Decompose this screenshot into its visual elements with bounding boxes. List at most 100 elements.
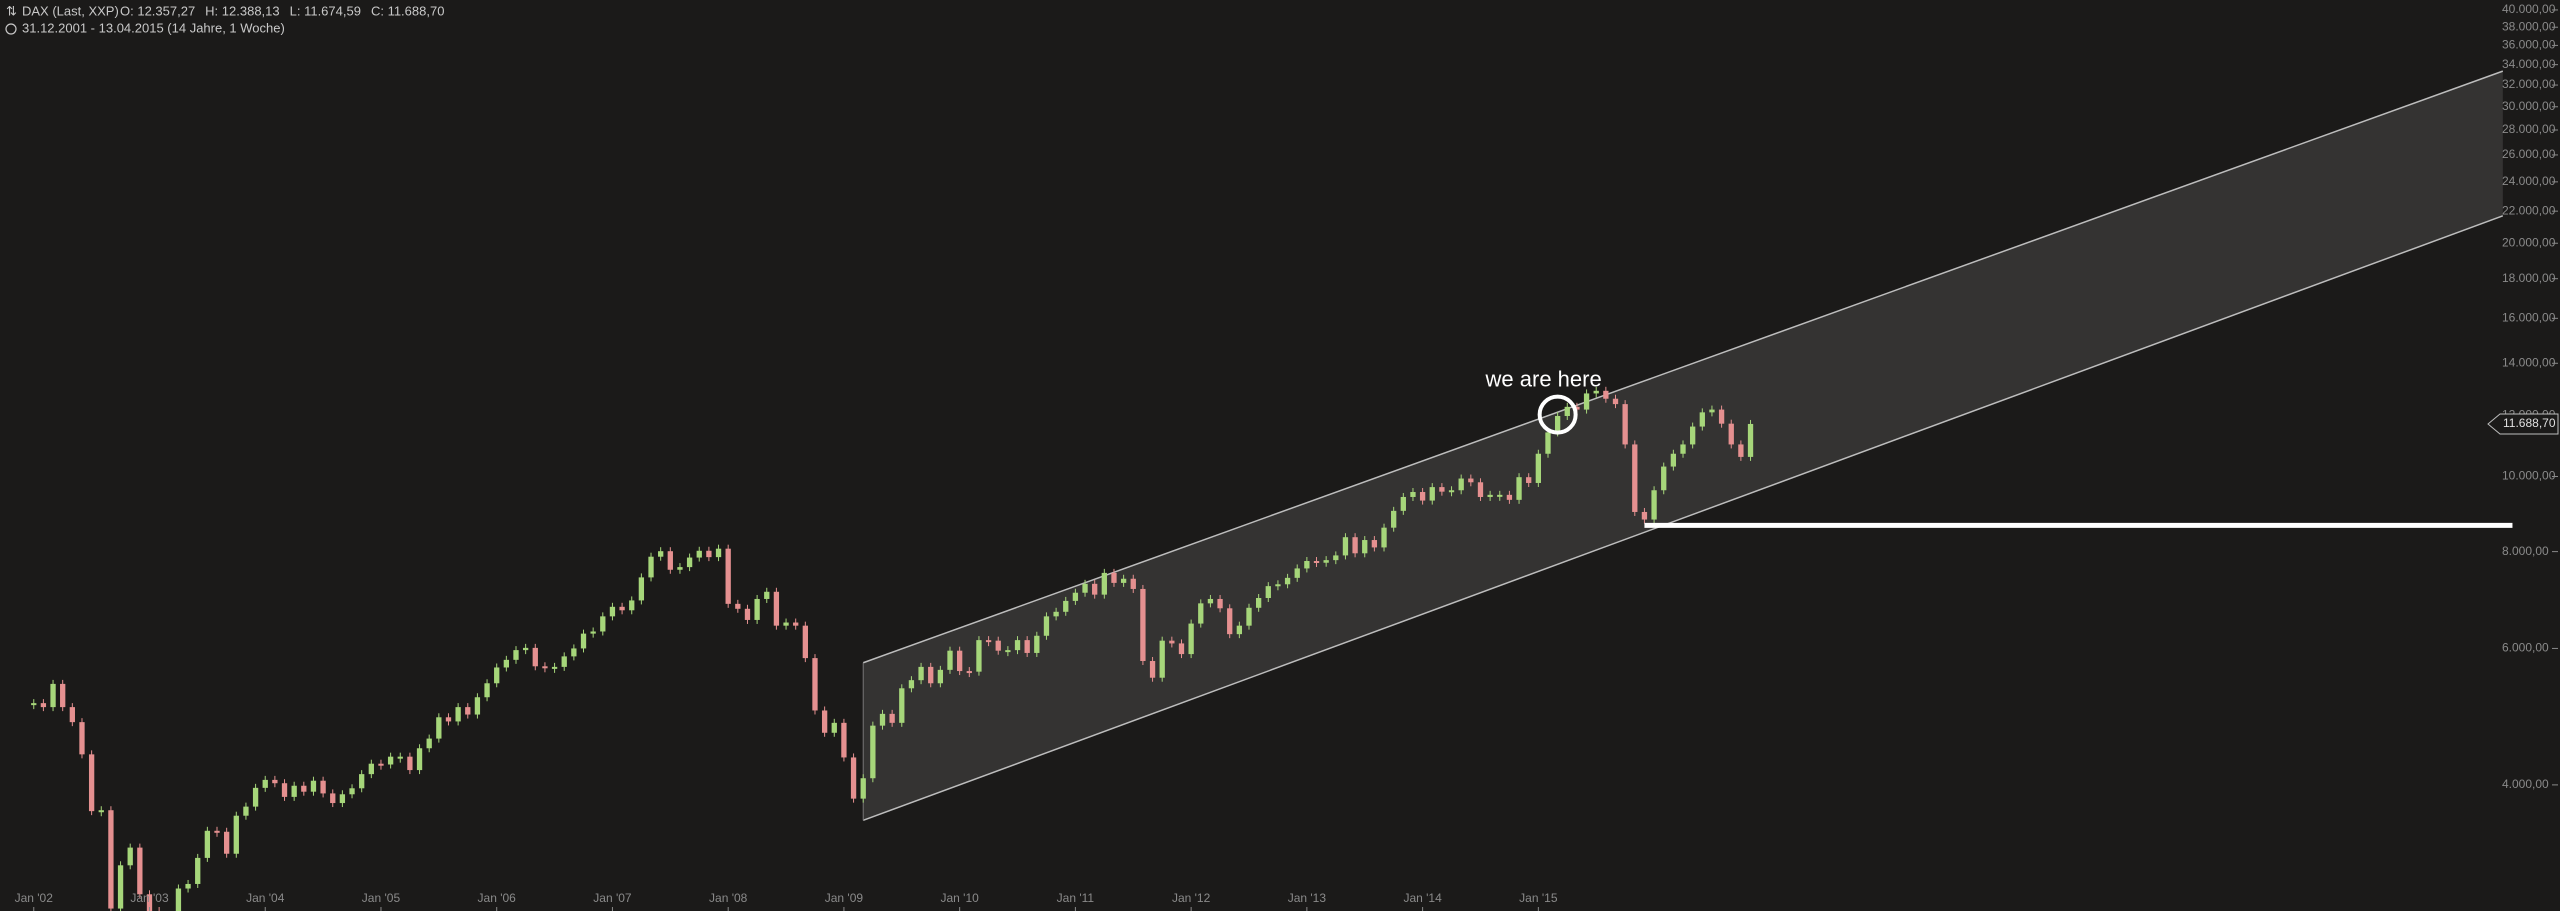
header: ⇅ DAX (Last, XXP) 31.12.2001 - 13.04.201… xyxy=(5,3,285,35)
candle xyxy=(416,748,423,771)
candle xyxy=(1419,492,1426,501)
candle xyxy=(426,738,432,749)
candle xyxy=(291,785,297,797)
candle xyxy=(252,787,259,807)
candle xyxy=(330,793,336,804)
y-tick-label: 20.000,00 xyxy=(2502,235,2556,249)
candle xyxy=(773,591,780,626)
candle xyxy=(494,667,500,684)
x-tick-label: Jan '09 xyxy=(825,891,864,905)
candle xyxy=(1207,598,1214,604)
candle xyxy=(725,548,731,604)
candle xyxy=(590,631,596,634)
candle xyxy=(117,865,124,909)
candle xyxy=(1294,568,1300,578)
candle xyxy=(1651,490,1657,520)
x-tick-label: Jan '10 xyxy=(940,891,979,905)
candle xyxy=(1391,510,1397,528)
candle xyxy=(465,707,471,715)
candle xyxy=(1593,390,1599,394)
candle xyxy=(870,725,876,779)
candle xyxy=(522,647,529,651)
candle xyxy=(339,794,346,804)
candle xyxy=(995,640,1001,651)
candle xyxy=(1718,409,1725,424)
candle xyxy=(947,650,953,670)
y-tick-label: 18.000,00 xyxy=(2502,271,2556,285)
candle xyxy=(860,778,866,799)
candle xyxy=(272,779,278,784)
candle xyxy=(1506,494,1513,500)
candle xyxy=(108,810,114,909)
candle xyxy=(619,606,625,611)
candle xyxy=(1670,453,1677,467)
candle xyxy=(638,577,645,601)
candle xyxy=(985,640,992,643)
candle xyxy=(1082,583,1088,593)
candle xyxy=(1159,640,1165,678)
candle xyxy=(715,548,722,558)
candle xyxy=(1516,477,1522,500)
y-tick-label: 38.000,00 xyxy=(2502,19,2556,33)
candle xyxy=(455,707,461,722)
candle xyxy=(137,847,143,895)
candle xyxy=(793,622,799,626)
x-tick-label: Jan '04 xyxy=(246,891,285,905)
candle xyxy=(918,666,924,681)
candle xyxy=(1072,592,1079,601)
candle xyxy=(474,697,481,715)
candle xyxy=(1246,607,1252,626)
candle xyxy=(754,598,760,620)
last-price-box xyxy=(2487,413,2559,435)
candle xyxy=(1034,635,1040,653)
candle xyxy=(976,640,982,672)
marker-circle xyxy=(1537,394,1578,435)
candle xyxy=(937,669,944,684)
candle xyxy=(908,680,915,689)
candle xyxy=(1690,426,1696,445)
candle xyxy=(513,650,519,660)
candle xyxy=(1603,390,1609,399)
candle xyxy=(1149,661,1156,678)
candle xyxy=(224,831,230,854)
candle xyxy=(1111,572,1117,583)
candle xyxy=(1439,487,1445,492)
candle xyxy=(1178,643,1185,655)
y-tick-label: 10.000,00 xyxy=(2502,469,2556,483)
candle xyxy=(1497,494,1503,497)
candle xyxy=(1198,603,1204,624)
candle xyxy=(1554,415,1561,433)
candle xyxy=(677,567,683,570)
candle xyxy=(1130,578,1136,589)
candle xyxy=(561,656,567,667)
candle xyxy=(98,810,104,813)
candle xyxy=(1738,444,1744,457)
y-tick-label: 40.000,00 xyxy=(2502,2,2556,16)
x-tick-label: Jan '07 xyxy=(593,891,632,905)
candle xyxy=(1477,482,1484,497)
candle xyxy=(966,671,972,674)
y-tick-label: 32.000,00 xyxy=(2502,77,2556,91)
candle xyxy=(243,806,249,816)
candle xyxy=(899,688,905,723)
candle xyxy=(571,648,577,657)
candle xyxy=(1545,432,1551,454)
candle xyxy=(1400,496,1406,511)
candle xyxy=(879,713,886,726)
candle xyxy=(175,888,182,911)
candle xyxy=(1362,540,1368,554)
candle xyxy=(1169,640,1175,644)
candle xyxy=(1632,444,1638,512)
candle xyxy=(802,625,808,659)
candle xyxy=(1448,490,1455,493)
ohlc-value: H: 12.388,13 xyxy=(205,3,279,18)
x-tick-label: Jan '11 xyxy=(1057,891,1095,905)
candle xyxy=(1612,398,1619,405)
x-tick-label: Jan '12 xyxy=(1172,891,1211,905)
candle xyxy=(735,603,741,609)
y-tick-label: 24.000,00 xyxy=(2502,174,2556,188)
x-tick-label: Jan '03 xyxy=(130,891,169,905)
candle xyxy=(1487,494,1493,497)
candle xyxy=(262,779,268,788)
